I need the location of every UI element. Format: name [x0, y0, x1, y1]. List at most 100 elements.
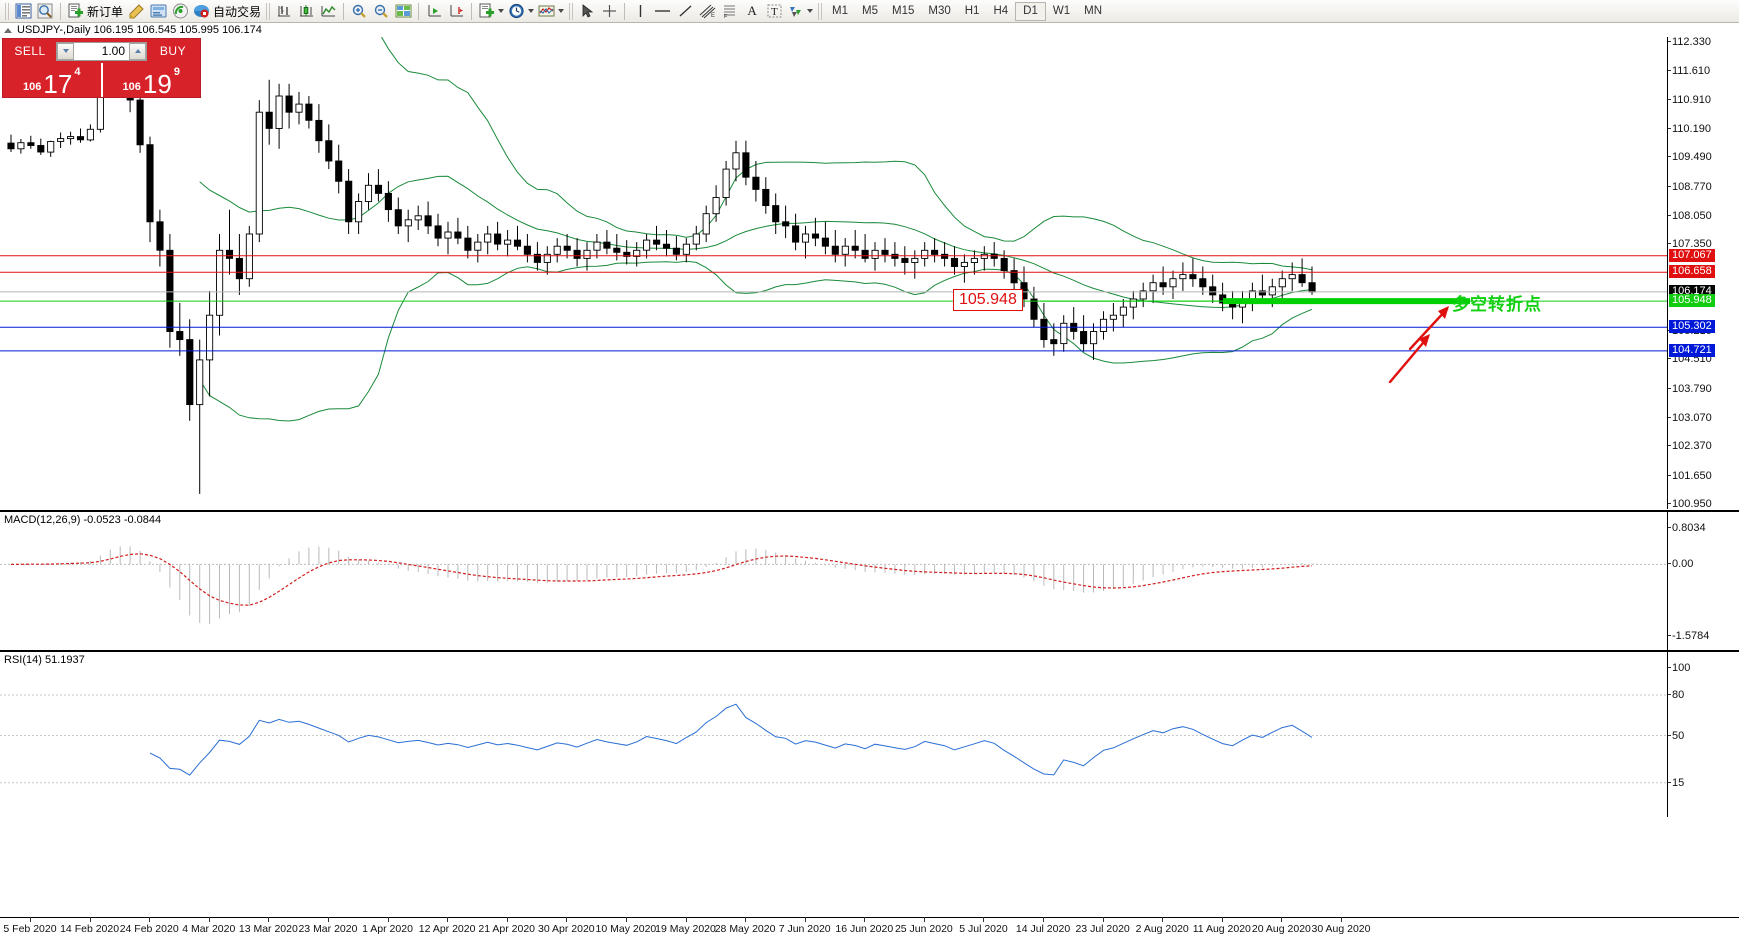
chevron-down-icon-3[interactable] [558, 9, 565, 13]
buy-button[interactable]: BUY [159, 44, 187, 58]
price-axis[interactable]: 112.330 111.610 110.910 110.190 109.490 108.7… [1667, 37, 1739, 510]
toolbar-grip-4[interactable] [818, 2, 823, 20]
shapes-tool-icon[interactable] [785, 1, 815, 22]
main-price-pane[interactable]: 105.948 多空转折点 112.330 111.610 110.910 110.1… [0, 37, 1739, 510]
zoom-in-icon[interactable] [348, 1, 370, 22]
trendline-tool-icon[interactable] [674, 1, 696, 22]
price-tick: 102.370 [1668, 440, 1712, 453]
chevron-down-icon-4[interactable] [807, 9, 814, 13]
date-tick: 21 Apr 2020 [475, 917, 539, 935]
date-tick: 14 Jul 2020 [1011, 917, 1075, 935]
date-tick: 7 Jun 2020 [773, 917, 837, 935]
price-level-badge[interactable]: 107.067 [1669, 248, 1715, 262]
toolbar-grip-3[interactable] [569, 2, 574, 20]
periodicity-clock-icon[interactable] [506, 1, 536, 22]
rsi-tick: 15 [1667, 776, 1685, 789]
chart-shift-icon[interactable] [423, 1, 445, 22]
price-tick: 110.910 [1668, 93, 1711, 106]
auto-trading-button[interactable]: 自动交易 [191, 1, 263, 22]
date-axis[interactable]: 5 Feb 2020 14 Feb 2020 24 Feb 2020 4 Mar 20… [0, 917, 1739, 938]
text-tool-icon[interactable]: A [741, 1, 763, 22]
trade-panel-prices: 106 17 4 106 19 9 [3, 63, 200, 97]
date-tick: 2 Aug 2020 [1130, 917, 1194, 935]
candlestick-chart-icon[interactable] [295, 1, 317, 22]
macd-tick: -1.5784 [1667, 630, 1710, 642]
date-tick: 23 Jul 2020 [1071, 917, 1135, 935]
rsi-plot[interactable] [0, 652, 1667, 817]
toolbar-grip[interactable] [5, 2, 9, 20]
text-label-tool-icon[interactable]: T [763, 1, 785, 22]
volume-value[interactable]: 1.00 [101, 44, 125, 58]
macd-label: MACD(12,26,9) -0.0523 -0.0844 [4, 514, 162, 526]
chevron-down-icon-vol [62, 49, 69, 53]
timeframe-h4-button[interactable]: H4 [993, 5, 1009, 17]
date-tick: 12 Apr 2020 [415, 917, 479, 935]
price-level-badge[interactable]: 105.948 [1669, 294, 1715, 308]
sell-price[interactable]: 106 17 4 [3, 63, 101, 98]
zoom-out-icon[interactable] [370, 1, 392, 22]
toolbar-grip-2[interactable] [266, 2, 271, 20]
signals-icon[interactable] [169, 1, 191, 22]
timeframe-m30-button[interactable]: M30 [928, 5, 951, 17]
toolbar-separator-5 [471, 2, 473, 20]
chart-autoscroll-icon[interactable] [445, 1, 467, 22]
horizontal-line-tool-icon[interactable] [651, 1, 674, 22]
timeframe-mn-button[interactable]: MN [1084, 5, 1102, 17]
macd-axis: 0.8034 0.00 -1.5784 [1667, 512, 1739, 650]
grid-windows-icon[interactable] [392, 1, 414, 22]
fibonacci-tool-icon[interactable]: F [719, 1, 741, 22]
date-tick: 5 Feb 2020 [0, 917, 62, 935]
buy-price-big: 19 [142, 69, 172, 99]
collapse-triangle-icon[interactable] [4, 27, 12, 33]
vertical-line-tool-icon[interactable] [629, 1, 651, 22]
crosshair-tool-icon[interactable] [598, 1, 620, 22]
market-watch-icon[interactable] [12, 1, 34, 22]
one-click-trading-panel[interactable]: SELL 1.00 BUY 106 17 4 106 19 9 [2, 38, 201, 98]
price-level-badge[interactable]: 106.658 [1669, 265, 1715, 279]
price-tick: 108.770 [1668, 180, 1712, 193]
cursor-tool-icon[interactable] [576, 1, 598, 22]
timeframe-d1-button[interactable]: D1 [1015, 1, 1046, 21]
rsi-pane[interactable]: RSI(14) 51.1937 100 80 50 15 [0, 650, 1739, 817]
equidistant-channel-tool-icon[interactable]: E [696, 1, 719, 22]
metaeditor-icon[interactable] [125, 1, 147, 22]
volume-decrement-button[interactable] [57, 42, 74, 60]
terminal-icon[interactable] [147, 1, 169, 22]
rsi-label: RSI(14) 51.1937 [4, 654, 85, 666]
price-svg [0, 37, 1667, 494]
svg-text:F: F [724, 14, 728, 19]
buy-price[interactable]: 106 19 9 [100, 63, 201, 99]
price-tick: 104.510 [1668, 353, 1712, 366]
chevron-down-icon[interactable] [498, 9, 505, 13]
macd-tick: 0.8034 [1668, 522, 1706, 534]
indicators-icon[interactable] [536, 1, 566, 22]
date-tick: 5 Jul 2020 [951, 917, 1015, 935]
macd-pane[interactable]: MACD(12,26,9) -0.0523 -0.0844 0.8034 0.00… [0, 510, 1739, 650]
macd-tick: 0.00 [1667, 558, 1694, 571]
date-tick: 20 Aug 2020 [1249, 917, 1313, 935]
date-tick: 13 Mar 2020 [236, 917, 300, 935]
date-tick: 24 Feb 2020 [117, 917, 181, 935]
timeframe-m15-button[interactable]: M15 [892, 5, 915, 17]
volume-increment-button[interactable] [129, 42, 146, 60]
timeframe-h1-button[interactable]: H1 [964, 5, 980, 17]
data-window-icon[interactable] [34, 1, 56, 22]
sell-button[interactable]: SELL [14, 44, 46, 58]
date-tick: 25 Jun 2020 [892, 917, 956, 935]
price-level-badge[interactable]: 105.302 [1669, 320, 1715, 334]
timeframe-w1-button[interactable]: W1 [1052, 5, 1071, 17]
price-tick: 107.350 [1668, 238, 1712, 251]
chevron-down-icon-2[interactable] [528, 9, 535, 13]
timeframe-m5-button[interactable]: M5 [862, 5, 878, 17]
price-plot[interactable]: 105.948 多空转折点 [0, 37, 1667, 509]
line-chart-icon[interactable] [317, 1, 339, 22]
macd-plot[interactable] [0, 512, 1667, 650]
bar-chart-icon[interactable] [273, 1, 295, 22]
volume-stepper[interactable]: 1.00 [56, 41, 147, 61]
new-order-button[interactable]: 新订单 [65, 1, 125, 22]
timeframe-m1-button[interactable]: M1 [832, 5, 849, 17]
price-level-badge[interactable]: 104.721 [1669, 343, 1715, 357]
chart-area[interactable]: 105.948 多空转折点 112.330 111.610 110.910 110.1… [0, 37, 1739, 938]
templates-icon[interactable] [476, 1, 506, 22]
